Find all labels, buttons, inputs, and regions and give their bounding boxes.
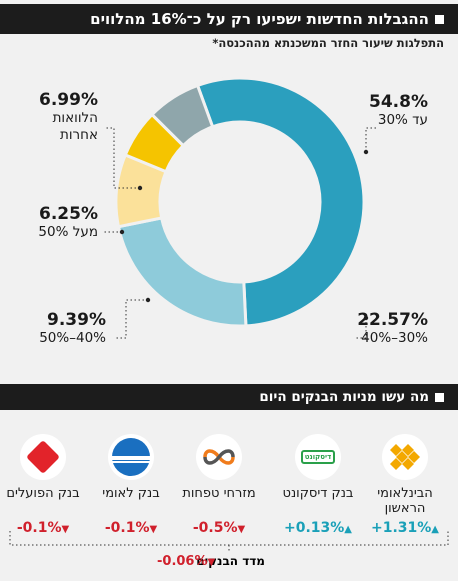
leader-line-slice-2 <box>356 318 367 339</box>
discount-bank-icon: דיסקונט <box>295 434 341 480</box>
leader-line-slice-5 <box>104 127 140 189</box>
discount-logo-text: דיסקונט <box>301 450 335 464</box>
chart-subtitle: התפלגות שיעור החזר המשכנתא מההכנסה* <box>212 36 444 50</box>
leader-dot-slice-4 <box>119 229 125 235</box>
down-arrow-icon: ▼ <box>207 557 216 568</box>
slice-percent: 6.25% <box>39 204 98 224</box>
up-arrow-icon: ▲ <box>344 524 352 535</box>
bank-hapoalim: בנק הפועלים -0.1%▼ <box>0 434 86 536</box>
bank-change: +0.13%▲ <box>275 520 361 536</box>
donut-slice-2 <box>116 216 248 328</box>
leader-dots <box>119 149 369 321</box>
bank-change-value: -0.1% <box>16 520 62 536</box>
bank-intl: הבינלאומי הראשון +1.31%▲ <box>362 434 448 536</box>
bank-name: בנק הפועלים <box>6 486 80 501</box>
donut-slices <box>114 76 366 328</box>
bank-change: -0.1%▼ <box>88 520 174 536</box>
bank-change-value: +0.13% <box>283 520 345 536</box>
leader-dot-slice-5 <box>137 185 143 191</box>
slice-label-3: 9.39% 40%–50% <box>20 310 106 347</box>
leader-line-slice-3 <box>116 299 148 339</box>
chart-title: ההגבלות החדשות ישפיעו רק על כ־16% מהלווי… <box>90 10 429 28</box>
leader-line-slice-1 <box>365 127 376 152</box>
bank-name: בנק דיסקונט <box>282 486 354 501</box>
bank-change: +1.31%▲ <box>362 520 448 536</box>
slice-desc: הלוואות אחרות <box>52 110 98 143</box>
leader-dot-slice-3 <box>145 297 151 303</box>
hapoalim-bank-icon <box>20 434 66 480</box>
leader-dot-slice-2 <box>363 315 369 321</box>
slice-label-4: 6.25% מעל 50% <box>20 204 98 241</box>
bank-change: -0.1%▼ <box>0 520 86 536</box>
bank-name: בנק לאומי <box>102 486 160 501</box>
bank-change-value: -0.5% <box>192 520 238 536</box>
down-arrow-icon: ▼ <box>237 524 246 535</box>
leader-dot-slice-1 <box>363 149 369 155</box>
bank-change-value: -0.1% <box>104 520 150 536</box>
slice-desc: עד 30% <box>377 112 428 128</box>
banks-title: מה עשו מניות הבנקים היום <box>259 389 429 405</box>
index-change-value: -0.06% <box>157 554 208 569</box>
slice-label-2: 22.57% 30%–40% <box>328 310 428 347</box>
slice-percent: 9.39% <box>47 310 106 330</box>
slice-label-1: 54.8% עד 30% <box>328 92 428 129</box>
slice-label-5: 6.99% הלוואות אחרות <box>20 90 98 144</box>
mizrahi-bank-icon <box>196 434 242 480</box>
down-arrow-icon: ▼ <box>61 524 70 535</box>
slice-desc: מעל 50% <box>38 224 98 240</box>
bank-name: הבינלאומי הראשון <box>377 486 433 516</box>
up-arrow-icon: ▲ <box>431 524 439 535</box>
leader-lines <box>104 127 376 339</box>
header-square-icon <box>435 392 444 402</box>
index-label: מדד הבנקים <box>196 554 265 568</box>
bank-name: מזרחי טפחות <box>182 486 256 501</box>
slice-percent: 54.8% <box>369 92 428 112</box>
slice-percent: 6.99% <box>39 90 98 110</box>
down-arrow-icon: ▼ <box>149 524 158 535</box>
leumi-bank-icon <box>108 434 154 480</box>
slice-desc: 30%–40% <box>361 330 428 346</box>
bank-change: -0.5%▼ <box>176 520 262 536</box>
banks-header: מה עשו מניות הבנקים היום <box>0 384 458 410</box>
bank-change-value: +1.31% <box>370 520 432 536</box>
index-change: -0.06%▼ <box>157 554 215 569</box>
donut-slice-1 <box>195 76 366 328</box>
intl-bank-icon <box>382 434 428 480</box>
slice-percent: 22.57% <box>357 310 428 330</box>
slice-desc: 40%–50% <box>39 330 106 346</box>
bank-leumi: בנק לאומי -0.1%▼ <box>88 434 174 536</box>
chart-header: ההגבלות החדשות ישפיעו רק על כ־16% מהלווי… <box>0 4 458 34</box>
bank-mizrahi: מזרחי טפחות -0.5%▼ <box>176 434 262 536</box>
donut-slice-5 <box>149 83 215 148</box>
header-square-icon <box>435 15 444 24</box>
bank-discount: דיסקונט בנק דיסקונט +0.13%▲ <box>275 434 361 536</box>
